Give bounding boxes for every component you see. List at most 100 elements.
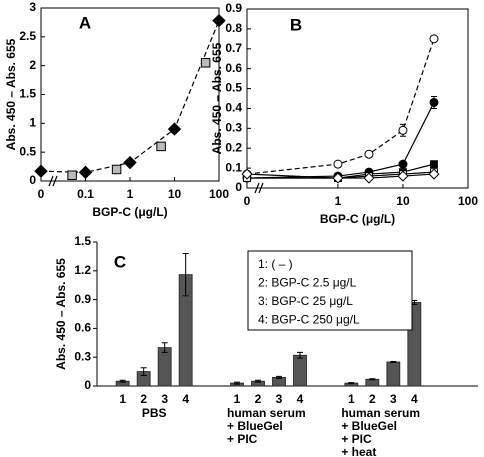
x-tick-label: 1 bbox=[234, 392, 241, 406]
y-tick-label: 0.9 bbox=[225, 1, 242, 15]
y-tick-label: 1 bbox=[29, 116, 36, 130]
y-tick-label: 0.7 bbox=[225, 41, 242, 55]
point bbox=[363, 172, 375, 184]
point bbox=[123, 155, 137, 170]
legend-entry: 1: ( – ) bbox=[258, 257, 293, 271]
y-tick-label: 1.5 bbox=[19, 87, 36, 101]
panel-label: B bbox=[290, 15, 302, 34]
point bbox=[34, 164, 48, 178]
point bbox=[429, 34, 439, 44]
x-tick-label: 2 bbox=[369, 392, 376, 406]
y-tick-label: 0.6 bbox=[225, 61, 242, 75]
bar bbox=[386, 361, 401, 387]
group-label: human serum bbox=[227, 406, 306, 420]
bar bbox=[157, 347, 172, 387]
plot-frame bbox=[246, 8, 469, 189]
y-tick-label: 0 bbox=[235, 180, 242, 194]
group-label: + PIC bbox=[227, 432, 258, 446]
bar bbox=[293, 354, 307, 387]
y-tick-label: 2.5 bbox=[19, 29, 36, 43]
y-tick-label: 0.4 bbox=[225, 101, 242, 115]
y-tick-label: 0 bbox=[29, 173, 36, 187]
plot-frame bbox=[40, 7, 220, 182]
group-label: PBS bbox=[142, 406, 167, 420]
point bbox=[241, 168, 253, 180]
x-tick-label: 0 bbox=[244, 194, 251, 208]
error-bar bbox=[348, 382, 355, 385]
y-tick-label: 0.6 bbox=[74, 321, 91, 335]
axis-break bbox=[52, 175, 58, 187]
x-tick-label: 2 bbox=[255, 392, 262, 406]
axis-break bbox=[48, 175, 54, 187]
error-bar bbox=[276, 375, 282, 379]
x-tick-label: 0.1 bbox=[77, 187, 94, 201]
x-tick-label: 100 bbox=[458, 194, 478, 208]
legend-entry: 3: BGP-C 25 μg/L bbox=[258, 294, 353, 308]
x-tick-label: 1 bbox=[127, 187, 134, 201]
error-bar bbox=[297, 351, 303, 359]
x-tick-label: 1 bbox=[119, 392, 126, 406]
point bbox=[156, 141, 166, 152]
point bbox=[397, 170, 409, 182]
legend-entry: 2: BGP-C 2.5 μg/L bbox=[258, 276, 357, 290]
y-tick-label: 1.2 bbox=[74, 263, 91, 277]
y-tick-label: 0.5 bbox=[225, 81, 242, 95]
x-tick-label: 10 bbox=[396, 194, 410, 208]
group-label: + BlueGel bbox=[341, 419, 397, 433]
y-tick-label: 0.1 bbox=[225, 160, 242, 174]
x-tick-label: 2 bbox=[140, 392, 147, 406]
point bbox=[332, 172, 344, 184]
y-tick-label: 0.8 bbox=[225, 21, 242, 35]
point bbox=[111, 164, 122, 175]
point bbox=[333, 159, 343, 169]
error-bar bbox=[369, 378, 376, 381]
error-bar bbox=[390, 361, 397, 363]
point bbox=[398, 159, 408, 169]
group-label: + heat bbox=[341, 445, 376, 457]
point bbox=[78, 165, 93, 180]
y-axis-label: Abs. 450 – Abs. 655 bbox=[210, 42, 224, 154]
x-tick-label: 1 bbox=[335, 194, 342, 208]
x-tick-label: 1 bbox=[348, 392, 355, 406]
group-label: + PIC bbox=[341, 432, 372, 446]
x-tick-label: 4 bbox=[182, 392, 189, 406]
y-tick-label: 0.3 bbox=[225, 121, 242, 135]
legend-box bbox=[247, 250, 413, 331]
y-tick-label: 1.5 bbox=[74, 234, 91, 248]
panel-label: C bbox=[114, 252, 126, 271]
axis-break bbox=[258, 182, 264, 194]
x-tick-label: 100 bbox=[209, 187, 229, 201]
x-tick-label: 4 bbox=[411, 392, 418, 406]
point bbox=[167, 122, 182, 136]
error-bar bbox=[119, 379, 126, 383]
error-bar bbox=[255, 379, 261, 383]
legend-entry: 4: BGP-C 250 μg/L bbox=[258, 313, 360, 327]
y-tick-label: 0.2 bbox=[225, 140, 242, 154]
point bbox=[67, 170, 77, 180]
y-tick-label: 0.3 bbox=[74, 349, 91, 363]
x-tick-label: 10 bbox=[168, 187, 182, 201]
y-tick-label: 2 bbox=[29, 58, 36, 72]
point bbox=[212, 13, 226, 28]
group-label: human serum bbox=[341, 406, 420, 420]
y-tick-label: 0.9 bbox=[74, 292, 91, 306]
axis-break bbox=[254, 182, 260, 194]
x-axis-label: BGP-C (μg/L) bbox=[320, 212, 395, 226]
group-label: + BlueGel bbox=[227, 419, 283, 433]
point bbox=[429, 97, 439, 107]
point bbox=[364, 149, 374, 159]
fit-line bbox=[40, 20, 220, 173]
y-axis-label: Abs. 450 – Abs. 655 bbox=[4, 38, 18, 150]
y-tick-label: 3 bbox=[29, 0, 36, 14]
x-tick-label: 4 bbox=[297, 392, 304, 406]
panel-label: A bbox=[79, 13, 91, 32]
x-tick-label: 3 bbox=[161, 392, 168, 406]
point bbox=[428, 168, 440, 180]
error-bar bbox=[161, 342, 168, 353]
point bbox=[430, 160, 438, 169]
y-axis-label: Abs. 450 – Abs. 655 bbox=[54, 258, 68, 370]
error-bar bbox=[182, 253, 189, 297]
bar bbox=[365, 378, 380, 387]
fit-line bbox=[246, 38, 435, 175]
